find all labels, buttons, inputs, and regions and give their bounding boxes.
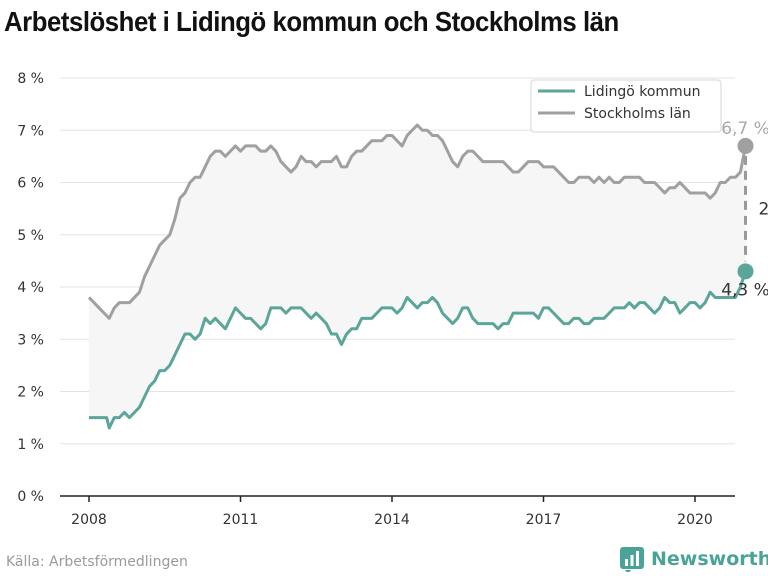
x-tick-label: 2008 — [71, 512, 107, 528]
y-tick-label: 6 % — [17, 176, 44, 192]
y-tick-label: 1 % — [17, 437, 44, 453]
x-tick-label: 2017 — [526, 512, 562, 528]
gap-area — [89, 125, 746, 429]
end-value-label: 6,7 % — [721, 119, 768, 139]
y-tick-label: 3 % — [17, 332, 44, 348]
y-tick-label: 8 % — [17, 71, 44, 87]
x-tick-label: 2011 — [223, 512, 259, 528]
legend: Lidingö kommun Stockholms län — [530, 79, 722, 133]
y-tick-label: 0 % — [17, 489, 44, 505]
y-tick-label: 4 % — [17, 280, 44, 296]
end-point-marker — [737, 263, 754, 280]
brand-name: Newsworthy — [651, 548, 768, 570]
newsworthy-logo-icon — [620, 547, 644, 572]
source-note: Källa: Arbetsförmedlingen — [6, 554, 188, 570]
legend-box — [530, 79, 722, 133]
legend-label: Lidingö kommun — [584, 84, 700, 100]
y-axis-ticks: 0 % 1 % 2 % 3 % 4 % 5 % 6 % 7 % 8 % — [17, 71, 44, 505]
end-annotations: 6,7 % 4,3 % 2,4 % — [721, 119, 768, 300]
x-axis-ticks: 2008 2011 2014 2017 2020 — [71, 496, 713, 528]
difference-label: 2,4 % — [759, 200, 768, 220]
series-lines — [87, 123, 747, 430]
y-tick-label: 5 % — [17, 228, 44, 244]
x-tick-label: 2014 — [374, 512, 410, 528]
end-point-marker — [737, 137, 754, 154]
series-line — [87, 123, 747, 320]
chart-title: Arbetslöshet i Lidingö kommun och Stockh… — [4, 6, 619, 37]
brand-logo[interactable]: Newsworthy — [619, 546, 768, 572]
legend-label: Stockholms län — [584, 106, 691, 122]
x-tick-label: 2020 — [677, 512, 713, 528]
end-value-label: 4,3 % — [721, 280, 768, 300]
series-line — [89, 270, 747, 430]
gap-fill — [89, 125, 746, 429]
y-tick-label: 2 % — [17, 385, 44, 401]
y-tick-label: 7 % — [17, 123, 44, 139]
